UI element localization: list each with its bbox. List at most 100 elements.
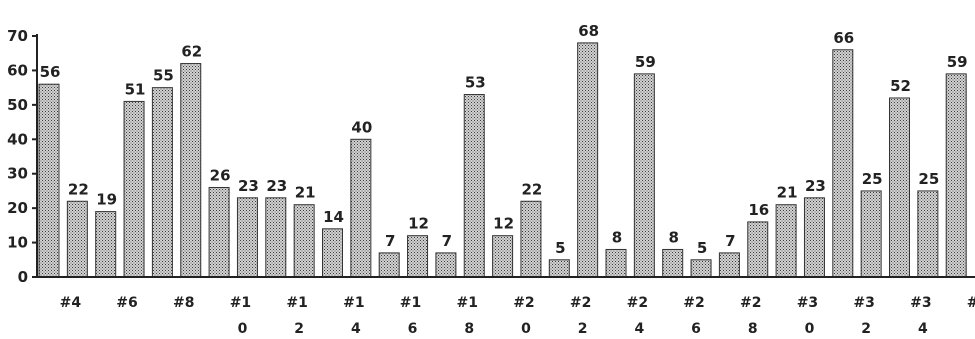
data-label: 56 [40,63,61,81]
x-tick-label-line2: 2 [294,321,304,337]
data-label: 14 [323,208,344,226]
x-tick-label: #3 [967,295,975,311]
x-tick-label-line2: 2 [861,321,871,337]
x-tick-label-line2: 0 [521,321,531,337]
bar [945,73,967,278]
data-label: 12 [493,215,514,233]
data-label: 25 [862,170,883,188]
y-tick-label: 60 [7,61,28,79]
bar [123,100,145,278]
data-label: 22 [68,180,89,198]
y-tick-label: 0 [18,268,28,286]
bar [633,73,655,278]
y-tick-label: 50 [7,96,28,114]
bar [860,190,882,278]
bar [293,204,315,278]
y-axis: 0 10 20 30 40 50 60 70 [7,27,38,286]
bar [747,221,769,278]
data-label: 16 [748,201,769,219]
data-labels: 56 22 19 51 55 62 26 23 23 21 14 40 7 12 7 53 12 22 5 68 8 59… [40,22,968,257]
data-label: 7 [442,232,452,250]
data-label: 68 [578,22,599,40]
x-tick-label: #6 [116,295,137,311]
data-label: 8 [612,228,622,246]
y-tick-label: 40 [7,130,28,148]
data-label: 8 [668,228,678,246]
bar [38,83,60,278]
x-tick-label: #3 [910,295,931,311]
x-tick-label-line2: 4 [634,321,644,337]
bar [662,248,684,278]
x-tick-label-line2: 6 [691,321,701,337]
bar [378,252,400,278]
x-tick-label-line2: 6 [408,321,418,337]
data-label: 53 [465,74,486,92]
data-label: 55 [153,67,174,85]
data-label: 7 [725,232,735,250]
bar [350,138,372,278]
x-tick-label-line2: 8 [748,321,758,337]
data-label: 59 [635,53,656,71]
bar [322,228,343,278]
data-label: 59 [947,53,968,71]
y-tick-label: 70 [7,27,28,45]
bar [917,190,939,278]
bar [463,94,485,278]
data-label: 23 [805,177,826,195]
data-label: 40 [351,118,372,136]
bars [38,42,967,278]
bar [208,186,230,278]
data-label: 23 [266,177,287,195]
data-label: 25 [918,170,939,188]
x-tick-label: #2 [570,295,591,311]
bar [180,63,202,278]
data-label: 26 [210,166,231,184]
x-tick-label: #1 [400,295,421,311]
x-tick-label: #1 [343,295,364,311]
data-label: 21 [777,184,798,202]
y-tick-label: 30 [7,165,28,183]
bar [236,197,258,278]
x-tick-label: #1 [286,295,307,311]
x-tick-label: #3 [797,295,818,311]
bar [832,49,854,278]
bar [803,197,825,278]
data-label: 5 [697,239,707,257]
x-tick-label-line2: 4 [918,321,928,337]
bar [95,211,117,278]
bar [889,97,910,278]
data-label: 66 [833,29,854,47]
bar [520,200,542,278]
bar [265,197,287,278]
data-label: 12 [408,215,429,233]
x-tick-label: #4 [60,295,82,311]
x-tick-label: #1 [457,295,478,311]
x-tick-label: #1 [230,295,251,311]
x-tick-label: #2 [683,295,704,311]
x-tick-label: #2 [740,295,761,311]
x-axis: #4 #6 #8 #1 0 #1 2 #1 4 #1 6 #1 8 #2 0 #2 2 #2 4 #2 6 #2 8 #3 0 #… [37,276,975,337]
data-label: 23 [238,177,259,195]
data-label: 5 [555,239,565,257]
data-label: 21 [295,184,316,202]
y-tick-label: 20 [7,199,28,217]
bar [492,235,514,278]
data-label: 19 [96,191,117,209]
bar [690,259,712,278]
bar [718,252,740,278]
bar [66,200,88,278]
x-tick-label-line2: 0 [805,321,815,337]
x-tick-label-line2: 0 [238,321,248,337]
x-tick-label: #8 [173,295,194,311]
bar [407,235,429,278]
data-label: 22 [522,180,543,198]
y-tick-label: 10 [7,234,28,252]
bar [548,259,570,278]
x-tick-label: #3 [853,295,874,311]
bar [435,252,457,278]
bar [605,248,627,278]
data-label: 7 [385,232,395,250]
x-tick-label-line2: 2 [578,321,588,337]
data-label: 52 [890,77,911,95]
